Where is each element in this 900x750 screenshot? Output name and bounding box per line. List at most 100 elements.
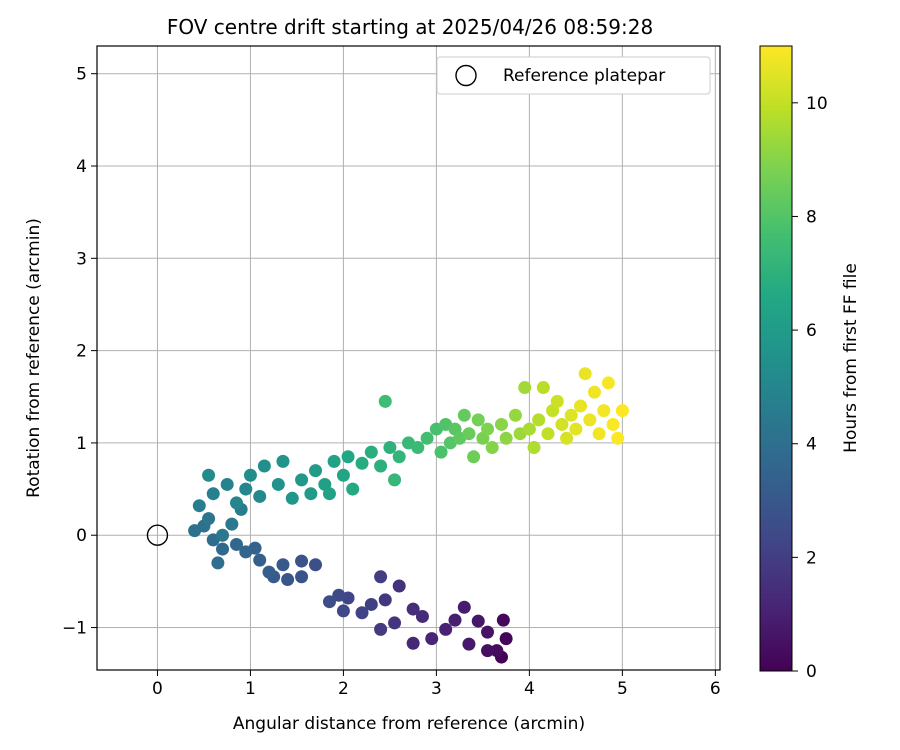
data-point [229,537,243,551]
data-point [406,602,420,616]
data-point [262,565,276,579]
data-point [425,632,439,646]
reference-marker [146,524,169,546]
colorbar-tick-label: 4 [806,435,817,455]
data-point [587,385,601,399]
data-point [332,588,346,602]
data-point [355,456,369,470]
data-point [415,609,429,623]
data-point [606,417,620,431]
data-points [188,367,629,664]
y-tick-label: 0 [76,526,87,546]
data-point [216,542,230,556]
data-point [271,477,285,491]
x-axis: 0 1 2 3 4 5 6 [152,670,721,699]
legend-box [436,56,711,95]
data-point [346,482,360,496]
data-point [448,613,462,627]
data-point [336,468,350,482]
y-tick-label: 2 [76,342,87,362]
data-point [560,431,574,445]
data-point [536,381,550,395]
x-tick-label: 2 [338,679,349,699]
data-point [592,427,606,441]
data-point [574,399,588,413]
data-point [355,606,369,620]
colorbar-ticks: 0 2 4 6 8 10 [792,94,828,682]
y-tick-label: 3 [76,249,87,269]
data-point [615,404,629,418]
data-point [499,632,513,646]
data-point [481,422,495,436]
data-point [188,524,202,538]
data-point [322,595,336,609]
data-point [285,491,299,505]
data-point [276,558,290,572]
data-point [411,441,425,455]
data-point [257,459,271,473]
colorbar-tick-label: 2 [806,548,817,568]
data-point [550,394,564,408]
data-point [481,625,495,639]
data-point [295,570,309,584]
data-point [309,558,323,572]
data-point [496,613,510,627]
data-point [583,413,597,427]
data-point [229,496,243,510]
colorbar-tick-label: 10 [806,94,828,114]
data-point [392,450,406,464]
data-point [601,376,615,390]
data-point [481,644,495,658]
legend-marker [455,64,477,87]
data-point [467,450,481,464]
colorbar: 0 2 4 6 8 10 Hours from first FF file [759,45,861,682]
data-point [462,637,476,651]
data-point [541,427,555,441]
data-point [202,512,216,526]
data-point [383,441,397,455]
data-point [239,482,253,496]
data-point [378,593,392,607]
chart-title: FOV centre drift starting at 2025/04/26 … [167,15,653,39]
y-axis-label: Rotation from reference (arcmin) [24,218,44,498]
data-point [439,622,453,636]
data-point [364,445,378,459]
data-point [216,528,230,542]
data-point [388,473,402,487]
data-point [392,579,406,593]
data-point [253,553,267,567]
data-point [220,477,234,491]
data-point [295,473,309,487]
data-point [406,636,420,650]
legend-entry-reference-platepar: Reference platepar [503,66,665,86]
data-point [518,381,532,395]
data-point [281,573,295,587]
data-point [485,441,499,455]
data-point [374,622,388,636]
data-point [364,597,378,611]
y-tick-label: −1 [62,619,87,639]
data-point [304,487,318,501]
x-tick-label: 3 [431,679,442,699]
y-tick-label: 4 [76,157,87,177]
data-point [309,464,323,478]
data-point [564,408,578,422]
data-point [202,468,216,482]
colorbar-tick-label: 6 [806,321,817,341]
data-point [457,600,471,614]
data-point [206,487,220,501]
data-point [225,517,239,531]
x-tick-label: 4 [524,679,535,699]
data-point [192,499,206,513]
data-point [569,422,583,436]
x-tick-label: 6 [710,679,721,699]
x-axis-label: Angular distance from reference (arcmin) [233,714,585,734]
data-point [611,431,625,445]
data-point [211,556,225,570]
reference-point-marker [146,524,169,546]
data-point [490,644,504,658]
data-point [243,468,257,482]
data-point [336,604,350,618]
data-point [462,427,476,441]
